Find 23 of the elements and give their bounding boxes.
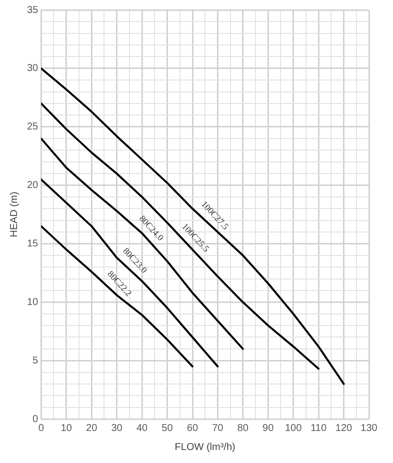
x-tick-label: 100 (284, 422, 302, 434)
x-tick-label: 60 (186, 422, 198, 434)
x-tick-label: 130 (360, 422, 378, 434)
x-tick-label: 90 (262, 422, 274, 434)
x-tick-label: 20 (86, 422, 98, 434)
x-tick-label: 10 (60, 422, 72, 434)
x-tick-label: 80 (237, 422, 249, 434)
y-tick-label: 15 (27, 238, 39, 250)
x-tick-label: 70 (212, 422, 224, 434)
x-tick-label: 30 (111, 422, 123, 434)
y-tick-label: 30 (27, 63, 39, 74)
y-tick-label: 25 (27, 122, 39, 133)
x-tick-label: 50 (162, 422, 174, 434)
x-tick-label: 110 (310, 422, 327, 434)
x-tick-label: 40 (136, 422, 148, 434)
y-tick-label: 10 (27, 296, 39, 308)
y-tick-label: 0 (32, 414, 39, 425)
y-tick-label: 35 (27, 4, 39, 16)
y-axis-title: HEAD (m) (8, 192, 20, 238)
x-tick-label: 120 (335, 422, 353, 434)
x-axis-title: FLOW (lm³/h) (174, 442, 236, 453)
y-tick-label: 20 (27, 180, 39, 192)
y-tick-label: 5 (32, 355, 39, 366)
